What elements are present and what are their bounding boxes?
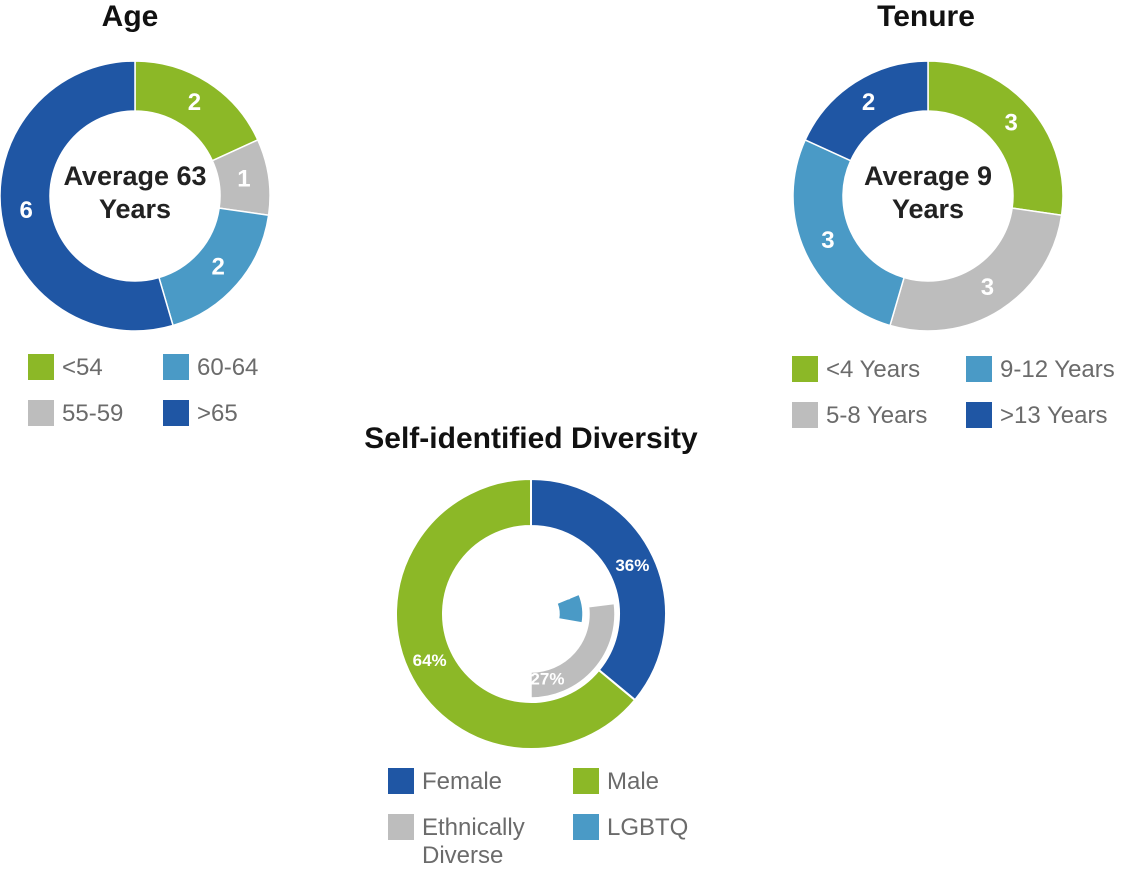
- donut-segment: [555, 593, 584, 624]
- value-label: 2: [188, 89, 201, 116]
- value-label: 9%: [547, 584, 572, 603]
- legend-item: >65: [163, 400, 317, 428]
- value-label: 6: [19, 197, 32, 224]
- chart-title: Age: [102, 0, 159, 33]
- legend-label: <54: [62, 354, 103, 381]
- legend-swatch: [163, 354, 189, 380]
- donut-segment: [927, 60, 1064, 217]
- legend-label: 55-59: [62, 400, 124, 427]
- legend-item: <54: [28, 354, 182, 382]
- value-label: 64%: [413, 651, 447, 670]
- center-label: Average 9 Years: [863, 161, 993, 224]
- donut-segment: [0, 60, 174, 332]
- legend-swatch: [792, 402, 818, 428]
- legend-item: <4 Years: [792, 356, 946, 384]
- legend-item: Male: [573, 768, 727, 796]
- legend-swatch: [28, 354, 54, 380]
- legend-item: 9-12 Years: [966, 356, 1120, 384]
- legend-swatch: [388, 814, 414, 840]
- value-label: 3: [1004, 109, 1017, 136]
- donut-segment: [792, 138, 905, 327]
- center-label: Average 63 Years: [63, 161, 207, 224]
- value-label: 2: [862, 89, 875, 116]
- legend-label: 9-12 Years: [1000, 356, 1115, 383]
- legend-label: Ethnically Diverse: [422, 814, 525, 869]
- chart-title: Self-identified Diversity: [364, 422, 698, 455]
- legend-label: <4 Years: [826, 356, 921, 383]
- value-label: 3: [821, 227, 834, 254]
- legend-item: Female: [388, 768, 542, 796]
- legend-label: 60-64: [197, 354, 259, 381]
- value-label: 2: [211, 253, 224, 280]
- value-label: 27%: [530, 669, 564, 688]
- legend-swatch: [966, 356, 992, 382]
- legend-label: 5-8 Years: [826, 402, 928, 429]
- legend-label: >65: [197, 400, 238, 427]
- donut-segment: [804, 60, 929, 162]
- legend-swatch: [573, 814, 599, 840]
- legend-label: >13 Years: [1000, 402, 1108, 429]
- legend-swatch: [792, 356, 818, 382]
- legend-swatch: [573, 768, 599, 794]
- donut-segment: [395, 477, 637, 750]
- legend-item: LGBTQ: [573, 814, 727, 842]
- legend-swatch: [163, 400, 189, 426]
- value-label: 1: [237, 166, 250, 193]
- legend-swatch: [28, 400, 54, 426]
- legend-label: LGBTQ: [607, 814, 689, 841]
- legend-item: 5-8 Years: [792, 402, 946, 430]
- value-label: 36%: [615, 556, 649, 575]
- legend-item: >13 Years: [966, 402, 1120, 430]
- legend-item: 55-59: [28, 400, 182, 428]
- legend-swatch: [388, 768, 414, 794]
- value-label: 3: [981, 274, 994, 301]
- legend-swatch: [966, 402, 992, 428]
- legend-item: 60-64: [163, 354, 317, 382]
- donut-segment: [889, 207, 1063, 332]
- legend-label: Female: [422, 768, 503, 795]
- donut-segment: [530, 602, 616, 699]
- legend-label: Male: [607, 768, 660, 795]
- donut-segment: [530, 477, 667, 702]
- legend-item: Ethnically Diverse: [388, 814, 542, 870]
- chart-title: Tenure: [877, 0, 975, 33]
